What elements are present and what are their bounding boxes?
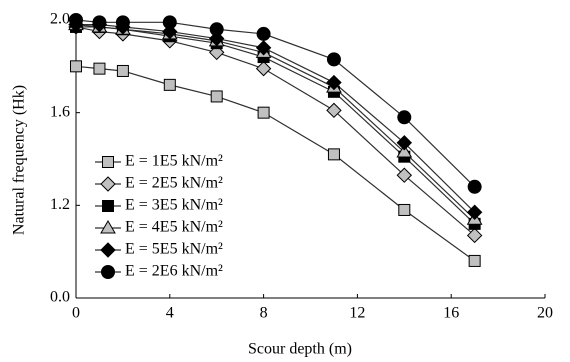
marker <box>69 13 83 27</box>
legend-marker <box>100 220 116 234</box>
y-tick-label: 0.0 <box>50 289 70 306</box>
marker <box>116 64 129 77</box>
legend-marker <box>101 265 115 279</box>
legend-marker <box>102 156 114 168</box>
y-tick-label: 1.2 <box>50 196 70 213</box>
marker <box>397 110 412 125</box>
marker <box>326 52 341 67</box>
marker <box>396 167 413 183</box>
marker <box>468 254 481 267</box>
y-tick-label: 1.6 <box>50 103 70 120</box>
marker <box>466 204 483 220</box>
marker <box>327 148 340 161</box>
legend-marker <box>102 200 114 212</box>
marker <box>255 40 272 56</box>
marker <box>210 90 223 103</box>
marker <box>93 62 106 75</box>
legend-label: E = 2E5 kN/m² <box>125 175 223 192</box>
marker <box>162 15 177 30</box>
marker <box>255 60 272 77</box>
x-tick-label: 0 <box>72 305 80 322</box>
marker <box>70 60 82 73</box>
marker <box>163 78 176 91</box>
x-tick-label: 4 <box>166 305 174 322</box>
marker <box>256 26 271 41</box>
y-axis-title: Natural frequency (Hk) <box>11 85 28 235</box>
legend-label: E = 2E6 kN/m² <box>125 263 223 280</box>
marker <box>115 15 130 30</box>
y-tick-label: 2.0 <box>50 11 70 28</box>
marker <box>209 22 224 37</box>
legend-label: E = 1E5 kN/m² <box>125 153 223 170</box>
x-tick-label: 8 <box>260 305 268 322</box>
series-line <box>76 26 476 225</box>
x-tick-label: 12 <box>349 305 365 322</box>
marker <box>326 74 342 91</box>
x-tick-label: 20 <box>537 305 553 322</box>
marker <box>257 106 270 119</box>
x-axis-title: Scour depth (m) <box>248 341 352 358</box>
marker <box>92 15 107 30</box>
marker <box>398 203 411 216</box>
legend-marker <box>100 176 116 192</box>
legend-label: E = 5E5 kN/m² <box>125 241 223 258</box>
marker <box>396 144 413 158</box>
legend-label: E = 3E5 kN/m² <box>125 197 223 214</box>
marker <box>466 227 483 244</box>
legend-marker <box>100 242 116 258</box>
x-tick-label: 16 <box>443 305 459 322</box>
marker <box>396 135 413 151</box>
marker <box>467 179 482 194</box>
marker <box>326 102 342 119</box>
legend-label: E = 4E5 kN/m² <box>125 219 223 236</box>
